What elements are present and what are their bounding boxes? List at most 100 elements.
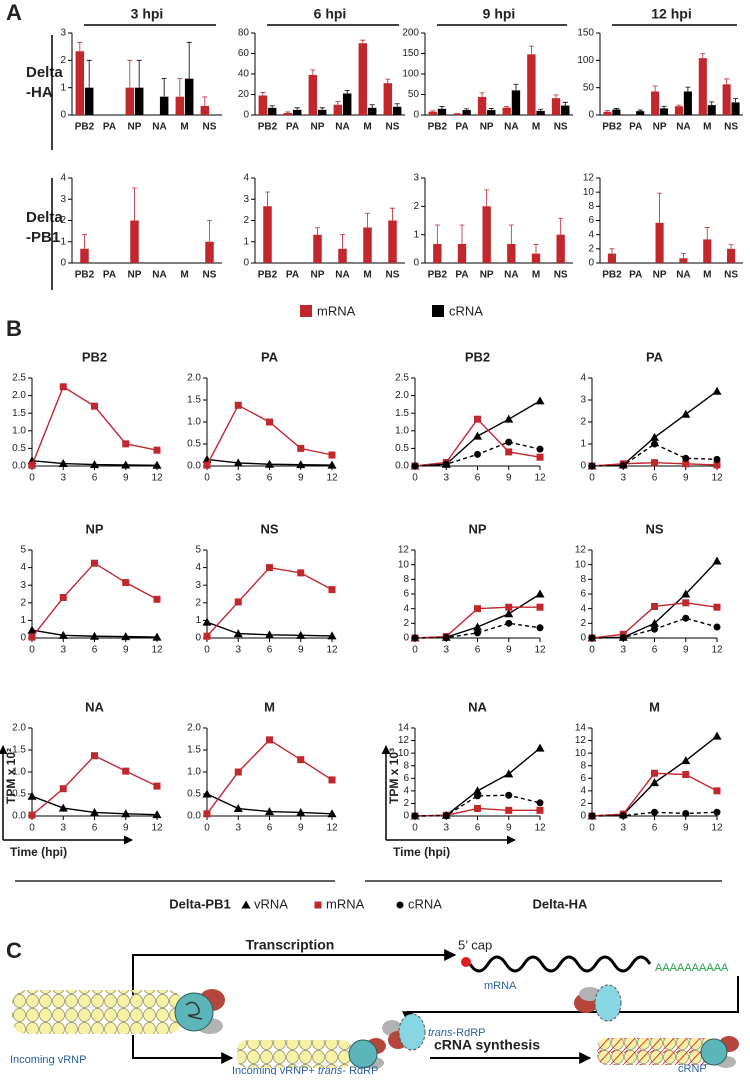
x-tick-label: NP — [128, 270, 142, 281]
bar — [259, 96, 268, 115]
bar — [429, 112, 437, 115]
x-tick-label: 3 — [60, 645, 66, 656]
y-tick-label: 3 — [195, 580, 201, 591]
complex-label-part: Incoming vRNP+ — [232, 1065, 318, 1075]
chart-title: M — [649, 699, 660, 714]
marker — [650, 778, 659, 786]
y-tick-label: 1.0 — [12, 425, 26, 436]
marker — [203, 618, 212, 626]
bar — [384, 83, 393, 115]
marker — [297, 569, 304, 576]
y-tick-label: 2 — [20, 597, 26, 608]
y-tick-label: 50 — [583, 82, 595, 93]
x-tick-label: NP — [311, 122, 325, 133]
arrow — [133, 955, 455, 995]
error-bar — [162, 78, 167, 96]
marker — [713, 387, 722, 395]
step-label: Transcription — [246, 937, 335, 953]
panel-label: B — [6, 316, 22, 341]
y-tick-label: 2.5 — [12, 373, 26, 384]
x-tick-label: 0 — [204, 473, 210, 484]
y-tick-label: 1.0 — [395, 425, 409, 436]
y-axis-label: TPM x 10³ — [387, 748, 401, 804]
marker — [620, 462, 627, 469]
bar — [185, 79, 194, 115]
y-tick-label: 12 — [575, 545, 587, 556]
bar — [201, 106, 210, 115]
y-tick-label: 2 — [588, 243, 594, 254]
y-tick-label: 100 — [577, 55, 594, 66]
x-tick-label: NP — [128, 122, 142, 133]
chart-title: PB2 — [82, 349, 107, 364]
polymerase — [175, 993, 213, 1031]
x-tick-label: 0 — [412, 645, 418, 656]
marker — [714, 809, 721, 816]
y-tick-label: 8 — [403, 574, 409, 585]
x-tick-label: M — [532, 122, 540, 133]
marker — [60, 594, 67, 601]
marker — [412, 813, 419, 820]
y-tick-label: 0 — [588, 110, 594, 121]
x-axis-label: Time (hpi) — [10, 845, 67, 859]
bar — [363, 228, 372, 263]
x-tick-label: NS — [386, 122, 400, 133]
polymerase — [701, 1039, 727, 1065]
y-tick-label: 2 — [580, 798, 586, 809]
marker — [620, 812, 627, 819]
marker — [329, 776, 336, 783]
marker — [651, 626, 658, 633]
error-bar — [538, 109, 543, 111]
group-label: Delta-HA — [533, 896, 589, 911]
marker — [154, 596, 161, 603]
marker — [714, 624, 721, 631]
x-tick-label: PA — [455, 270, 468, 281]
x-tick-label: 9 — [506, 473, 512, 484]
marker — [682, 810, 689, 817]
bar — [603, 112, 611, 115]
error-bar — [460, 225, 465, 244]
x-tick-label: NS — [724, 270, 738, 281]
x-tick-label: PB2 — [602, 270, 622, 281]
legend-label: mRNA — [326, 896, 365, 911]
y-tick-label: 8 — [580, 760, 586, 771]
y-tick-label: 0.5 — [395, 443, 409, 454]
x-tick-label: PB2 — [602, 122, 622, 133]
chart-title: 9 hpi — [483, 6, 516, 22]
marker — [651, 770, 658, 777]
x-tick-label: NA — [152, 270, 166, 281]
chart-title: NA — [85, 699, 104, 714]
error-bar — [439, 106, 444, 108]
bar — [438, 109, 446, 115]
marker — [29, 812, 36, 819]
complex-label: Incoming vRNP+ trans- RdRP — [232, 1065, 378, 1075]
bar — [561, 106, 569, 115]
x-tick-label: 12 — [151, 473, 163, 484]
marker — [537, 446, 544, 453]
error-bar — [365, 213, 370, 227]
marker — [651, 441, 658, 448]
error-bar — [681, 254, 686, 259]
y-tick-label: 2.0 — [395, 390, 409, 401]
y-tick-label: 1 — [20, 615, 26, 626]
marker — [474, 451, 481, 458]
y-tick-label: 2 — [580, 618, 586, 629]
x-tick-label: NP — [480, 270, 494, 281]
marker — [682, 599, 689, 606]
error-bar — [265, 192, 270, 206]
chart-title: PA — [261, 349, 279, 364]
y-tick-label: 0 — [195, 633, 201, 644]
y-tick-label: 4 — [403, 785, 409, 796]
x-tick-label: 12 — [326, 823, 338, 834]
error-bar — [480, 93, 485, 97]
y-tick-label: 8 — [588, 201, 594, 212]
x-tick-label: 0 — [412, 823, 418, 834]
bar — [338, 249, 347, 263]
complex-label-part: - RdRP — [342, 1065, 378, 1075]
bar — [556, 235, 564, 263]
x-tick-label: 12 — [326, 645, 338, 656]
marker — [589, 635, 596, 642]
x-tick-label: M — [180, 270, 188, 281]
panel-label: C — [6, 938, 22, 963]
y-tick-label: 6 — [588, 215, 594, 226]
chart-title: NA — [468, 699, 487, 714]
